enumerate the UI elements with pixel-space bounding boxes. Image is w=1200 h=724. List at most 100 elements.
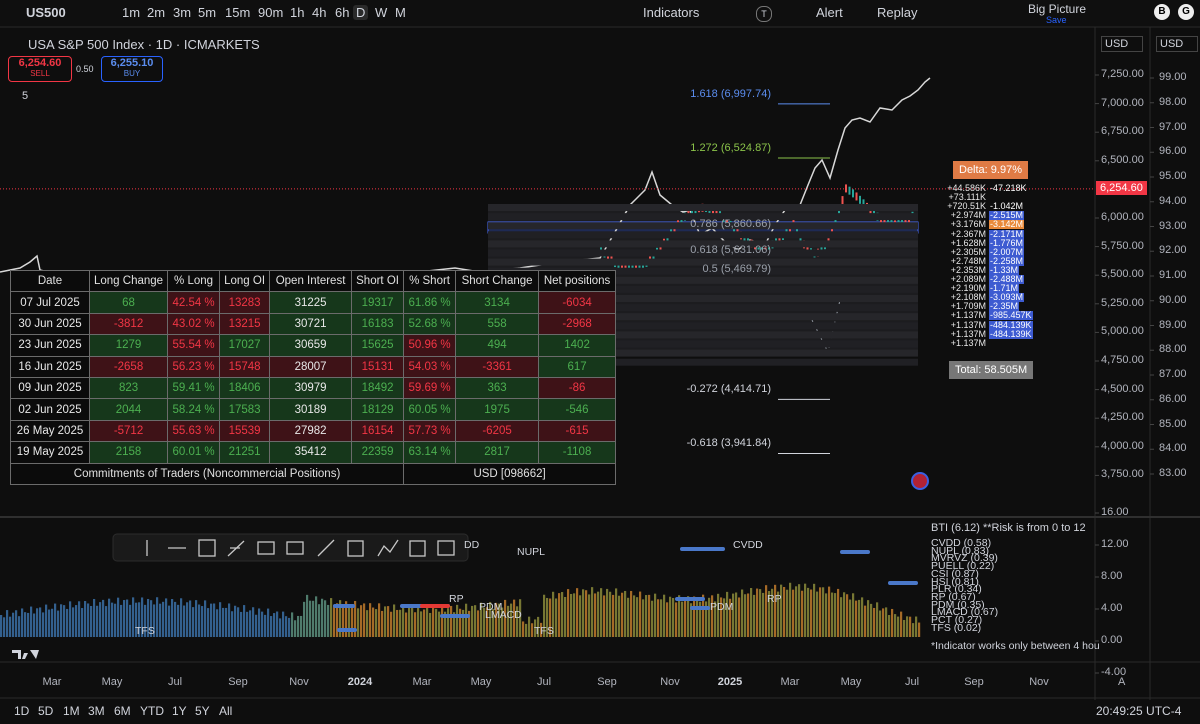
histogram-bar-decor (321, 598, 324, 637)
histogram-bar-decor (270, 616, 273, 637)
table-cell: 27982 (269, 419, 353, 443)
range-button[interactable]: YTD (140, 704, 164, 718)
histogram-bar-decor (744, 594, 747, 637)
histogram-bar-decor (243, 605, 246, 637)
table-row: 02 Jun 2025 2044 58.24 % 17583 30189 18129 60.… (10, 398, 617, 421)
candle-decor (845, 184, 847, 193)
timeframe-button[interactable]: M (395, 5, 406, 20)
histogram-bar-decor (93, 598, 96, 637)
secondary-tick-label: 99.00 (1159, 71, 1187, 83)
indicator-count: 5 (22, 90, 29, 102)
histogram-bar-decor (681, 601, 684, 637)
range-button[interactable]: 3M (88, 704, 105, 718)
timeframe-button[interactable]: 4h (312, 5, 327, 20)
histogram-bar-decor (888, 615, 891, 637)
range-button[interactable]: 6M (114, 704, 131, 718)
histogram-bar-decor (456, 604, 459, 637)
histogram-bar-decor (123, 600, 126, 637)
histogram-bar-decor (339, 600, 342, 637)
histogram-bar-decor (99, 602, 102, 637)
indicators-button[interactable]: Indicators (643, 5, 700, 20)
timeframe-button[interactable]: D (353, 5, 369, 20)
profile-sell: -2.258M (989, 255, 1025, 266)
timeframe-button[interactable]: 90m (258, 5, 284, 20)
timeframe-button[interactable]: 6h (335, 5, 350, 20)
indicator-marker: RP (767, 593, 782, 605)
histogram-bar-decor (204, 600, 207, 637)
timeframe-button[interactable]: 2m (147, 5, 166, 20)
table-cell: 09 Jun 2025 (10, 376, 90, 400)
histogram-bar-decor (15, 610, 18, 637)
histogram-bar-decor (639, 591, 642, 637)
profile-band (488, 340, 918, 348)
timeframe-button[interactable]: 5m (198, 5, 217, 20)
histogram-bar-decor (555, 598, 558, 637)
buy-box[interactable]: 6,255.10 BUY (101, 56, 163, 82)
table-cell: -1108 (538, 441, 617, 464)
range-button[interactable]: 1D (14, 704, 30, 718)
range-button[interactable]: All (219, 704, 233, 718)
price-tick-label: 4,250.00 (1101, 411, 1144, 424)
histogram-bar-decor (729, 598, 732, 637)
delta-label: Delta: 9.97% (953, 161, 1028, 179)
histogram-bar-decor (582, 589, 585, 637)
price-tick-label: 7,250.00 (1101, 68, 1144, 80)
replay-button[interactable]: Replay (877, 5, 918, 20)
table-cell: 15131 (351, 355, 405, 378)
profile-sell: -1.776M (989, 237, 1025, 248)
histogram-bar-decor (483, 607, 486, 637)
histogram-bar-decor (474, 605, 477, 637)
histogram-bar-decor (858, 599, 861, 637)
profile-sell: -2.515M (989, 210, 1025, 221)
table-cell: 21251 (219, 441, 271, 464)
histogram-bar-decor (234, 605, 237, 637)
histogram-bar-decor (87, 603, 90, 637)
timeframe-button[interactable]: 3m (173, 5, 192, 20)
histogram-bar-decor (63, 605, 66, 637)
alert-button[interactable]: Alert (816, 5, 843, 20)
histogram-bar-decor (618, 595, 621, 637)
indicator-component: PCT (0.27) (931, 614, 983, 626)
histogram-bar-decor (324, 600, 327, 637)
timeframe-button[interactable]: W (375, 5, 388, 20)
profile-sell: -3.142M (989, 219, 1025, 230)
table-cell: 617 (538, 355, 617, 378)
histogram-bar-decor (303, 601, 306, 637)
timeframe-button[interactable]: 15m (225, 5, 251, 20)
histogram-bar-decor (282, 611, 285, 637)
histogram-bar-decor (207, 608, 210, 637)
histogram-bar-decor (33, 613, 36, 637)
histogram-bar-decor (414, 612, 417, 637)
histogram-bar-decor (21, 608, 24, 637)
timeframe-button[interactable]: 1m (122, 5, 141, 20)
histogram-bar-decor (912, 623, 915, 637)
histogram-bar-decor (765, 585, 768, 637)
range-button[interactable]: 1M (63, 704, 80, 718)
profile-sell: -1.33M (989, 264, 1020, 275)
secondary-tick-label: 89.00 (1159, 318, 1187, 331)
event-flag[interactable] (911, 472, 929, 490)
range-button[interactable]: 1Y (172, 704, 187, 718)
profile-buy: +2.974M (950, 210, 986, 221)
histogram-bar-decor (750, 587, 753, 637)
drawing-toolbar[interactable] (112, 533, 469, 562)
table-cell: 68 (88, 291, 169, 314)
layout-name[interactable]: Big Picture (1028, 2, 1087, 16)
profile-sell: -1.71M (989, 283, 1020, 294)
price-tick-label: 6,000.00 (1101, 211, 1144, 223)
table-cell: 35412 (269, 441, 353, 464)
range-button[interactable]: 5D (38, 704, 54, 718)
histogram-bar-decor (816, 591, 819, 637)
histogram-bar-decor (333, 604, 336, 637)
range-button[interactable]: 5Y (195, 704, 210, 718)
histogram-bar-decor (531, 623, 534, 637)
profile-badge: G (1178, 4, 1194, 20)
table-cell: 30659 (269, 334, 353, 357)
histogram-bar-decor (36, 608, 39, 637)
candle-decor (852, 189, 854, 198)
symbol[interactable]: US500 (26, 5, 66, 20)
histogram-bar-decor (621, 592, 624, 637)
sell-box[interactable]: 6,254.60 SELL (8, 56, 72, 82)
timeframe-button[interactable]: 1h (290, 5, 305, 20)
profile-buy: +2.367M (950, 228, 986, 239)
